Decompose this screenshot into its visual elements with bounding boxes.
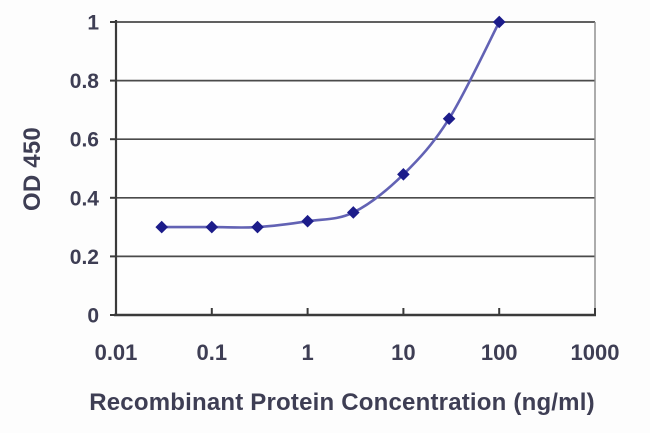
x-tick-label: 100	[481, 340, 518, 365]
data-point-marker	[205, 220, 219, 234]
data-point-marker	[155, 220, 169, 234]
x-tick-label: 0.01	[95, 340, 138, 365]
y-axis-title: OD 450	[19, 127, 46, 211]
x-axis-title: Recombinant Protein Concentration (ng/ml…	[89, 389, 595, 416]
x-tick-label: 1000	[571, 340, 620, 365]
data-point-marker	[301, 214, 314, 228]
data-point-marker	[442, 112, 456, 125]
y-tick-label: 0.4	[70, 187, 100, 210]
plot-area	[116, 22, 595, 315]
y-tick-label: 1	[87, 12, 99, 35]
data-point-marker	[492, 15, 506, 29]
x-tick-label: 0.1	[197, 340, 228, 365]
y-tick-label: 0.2	[70, 246, 99, 269]
data-point-marker	[251, 220, 264, 234]
y-tick-label: 0.6	[70, 129, 99, 152]
data-point-marker	[397, 168, 410, 181]
y-tick-label: 0	[87, 305, 99, 328]
data-point-marker	[347, 206, 360, 219]
y-tick-label: 0.8	[70, 70, 100, 93]
x-tick-label: 1	[301, 340, 313, 365]
x-tick-label: 10	[391, 340, 415, 365]
